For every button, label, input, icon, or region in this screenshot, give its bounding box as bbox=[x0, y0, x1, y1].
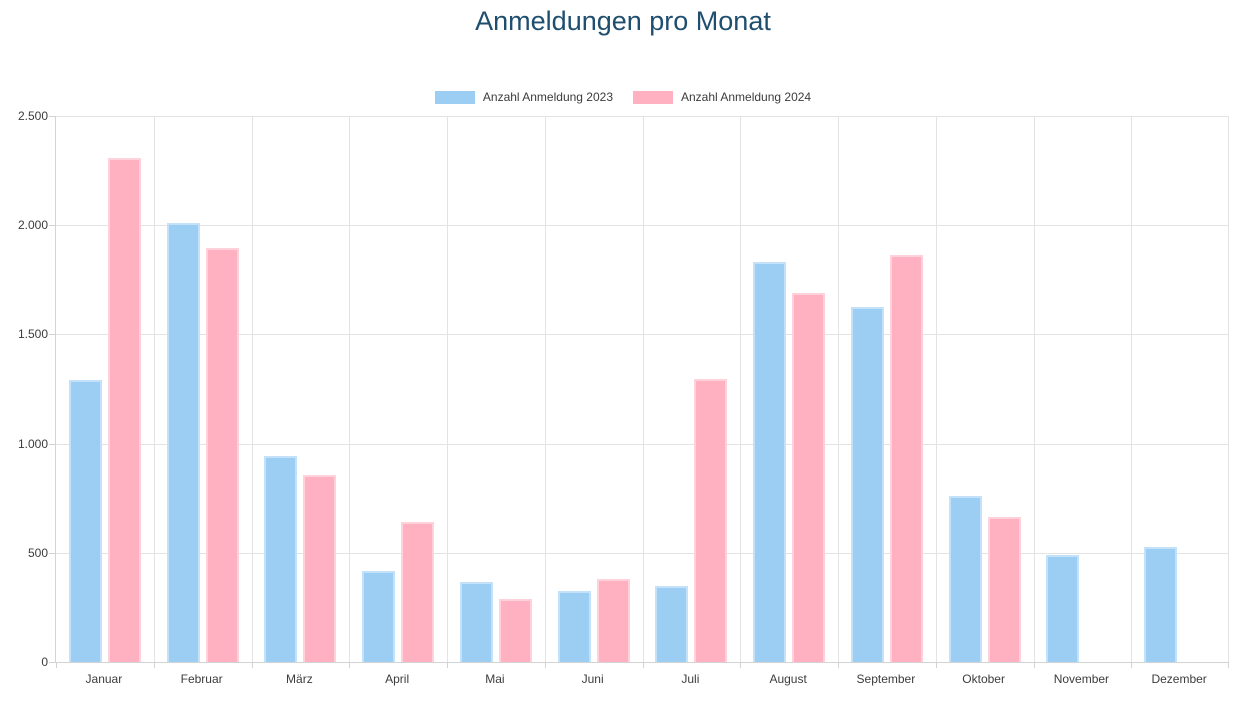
legend: Anzahl Anmeldung 2023 Anzahl Anmeldung 20… bbox=[0, 90, 1246, 104]
bar-2024-September[interactable] bbox=[889, 254, 923, 662]
legend-item-2023[interactable]: Anzahl Anmeldung 2023 bbox=[434, 90, 613, 104]
x-tick-mark bbox=[349, 662, 350, 668]
x-tick-label: Juni bbox=[581, 672, 604, 686]
x-tick-label: Mai bbox=[485, 672, 505, 686]
x-tick-mark bbox=[252, 662, 253, 668]
bar-2023-Juni[interactable] bbox=[557, 591, 591, 662]
gridline-vertical bbox=[740, 116, 741, 662]
y-tick-mark bbox=[49, 225, 55, 227]
y-tick-label: 2.500 bbox=[17, 109, 48, 123]
x-tick-label: Februar bbox=[180, 672, 223, 686]
bar-2024-Oktober[interactable] bbox=[987, 516, 1021, 662]
gridline-vertical bbox=[252, 116, 253, 662]
bar-2023-Mai[interactable] bbox=[459, 582, 493, 662]
bar-2023-Dezember[interactable] bbox=[1144, 547, 1178, 662]
legend-label: Anzahl Anmeldung 2023 bbox=[482, 90, 613, 104]
y-tick-mark bbox=[49, 116, 55, 117]
x-tick-label: November bbox=[1053, 672, 1110, 686]
plot-area bbox=[55, 116, 1229, 668]
gridline-horizontal bbox=[56, 443, 1229, 445]
gridline-vertical bbox=[1034, 116, 1035, 662]
x-tick-mark bbox=[447, 662, 448, 668]
y-tick-label: 0 bbox=[41, 655, 48, 669]
y-tick-label: 2.000 bbox=[17, 218, 48, 233]
x-tick-label: September bbox=[856, 672, 916, 686]
gridline-vertical bbox=[447, 116, 448, 662]
x-tick-mark bbox=[1228, 662, 1229, 668]
bar-2024-Mai[interactable] bbox=[498, 598, 532, 662]
bar-2024-Februar[interactable] bbox=[205, 248, 239, 662]
gridline-vertical bbox=[154, 116, 155, 662]
bar-2023-August[interactable] bbox=[753, 262, 787, 662]
gridline-horizontal bbox=[56, 552, 1229, 554]
bar-2024-Juni[interactable] bbox=[596, 579, 630, 662]
x-tick-mark bbox=[838, 662, 839, 668]
x-tick-label: April bbox=[385, 672, 410, 686]
x-tick-mark bbox=[740, 662, 741, 668]
bar-2023-September[interactable] bbox=[850, 307, 884, 662]
bar-2024-August[interactable] bbox=[792, 292, 826, 662]
x-tick-mark bbox=[545, 662, 546, 668]
y-tick-mark bbox=[49, 662, 55, 663]
bar-2024-April[interactable] bbox=[401, 522, 435, 662]
y-tick-label: 1.500 bbox=[17, 327, 48, 342]
x-tick-mark bbox=[154, 662, 155, 668]
legend-label: Anzahl Anmeldung 2024 bbox=[681, 90, 812, 104]
y-tick-mark bbox=[49, 334, 55, 336]
x-tick-label: Januar bbox=[85, 672, 123, 686]
gridline-horizontal bbox=[56, 225, 1229, 227]
legend-swatch-2023 bbox=[434, 90, 475, 104]
x-tick-mark bbox=[643, 662, 644, 668]
x-tick-mark bbox=[1131, 662, 1132, 668]
bar-2024-März[interactable] bbox=[303, 475, 337, 662]
bar-2023-März[interactable] bbox=[264, 455, 298, 662]
bar-2023-Juli[interactable] bbox=[655, 585, 689, 662]
y-axis: 0 500 1.000 1.500 2.000 2.500 bbox=[0, 109, 55, 669]
x-tick-label: Dezember bbox=[1151, 672, 1207, 686]
x-tick-label: Oktober bbox=[962, 672, 1005, 686]
bar-2024-Januar[interactable] bbox=[107, 157, 141, 662]
y-tick-label: 500 bbox=[27, 545, 48, 560]
bar-2024-Juli[interactable] bbox=[694, 379, 728, 662]
chart-title: Anmeldungen pro Monat bbox=[475, 6, 771, 36]
gridline-vertical bbox=[1228, 116, 1229, 662]
x-tick-label: März bbox=[286, 672, 313, 686]
x-tick-mark bbox=[936, 662, 937, 668]
bar-2023-November[interactable] bbox=[1046, 554, 1080, 662]
y-tick-label: 1.000 bbox=[17, 436, 48, 451]
gridline-horizontal bbox=[56, 334, 1229, 336]
bar-2023-Januar[interactable] bbox=[68, 380, 102, 662]
bar-2023-April[interactable] bbox=[362, 571, 396, 662]
gridline-vertical bbox=[349, 116, 350, 662]
y-tick-mark bbox=[49, 443, 55, 445]
x-tick-mark bbox=[1034, 662, 1035, 668]
gridline-vertical bbox=[545, 116, 546, 662]
y-tick-mark bbox=[49, 552, 55, 554]
x-tick-label: Juli bbox=[681, 672, 700, 686]
legend-swatch-2024 bbox=[633, 90, 673, 104]
bar-2023-Februar[interactable] bbox=[166, 223, 200, 662]
gridline-vertical bbox=[838, 116, 839, 662]
x-axis: Januar Februar März April Mai Juni Juli August S… bbox=[55, 672, 1228, 692]
x-tick-mark bbox=[56, 662, 57, 668]
gridline-vertical bbox=[643, 116, 644, 662]
gridline-vertical bbox=[936, 116, 937, 662]
x-tick-label: August bbox=[769, 672, 807, 686]
legend-item-2024[interactable]: Anzahl Anmeldung 2024 bbox=[633, 90, 811, 104]
gridline-horizontal bbox=[56, 116, 1229, 117]
gridline-vertical bbox=[1131, 116, 1132, 662]
bar-2023-Oktober[interactable] bbox=[948, 496, 982, 662]
